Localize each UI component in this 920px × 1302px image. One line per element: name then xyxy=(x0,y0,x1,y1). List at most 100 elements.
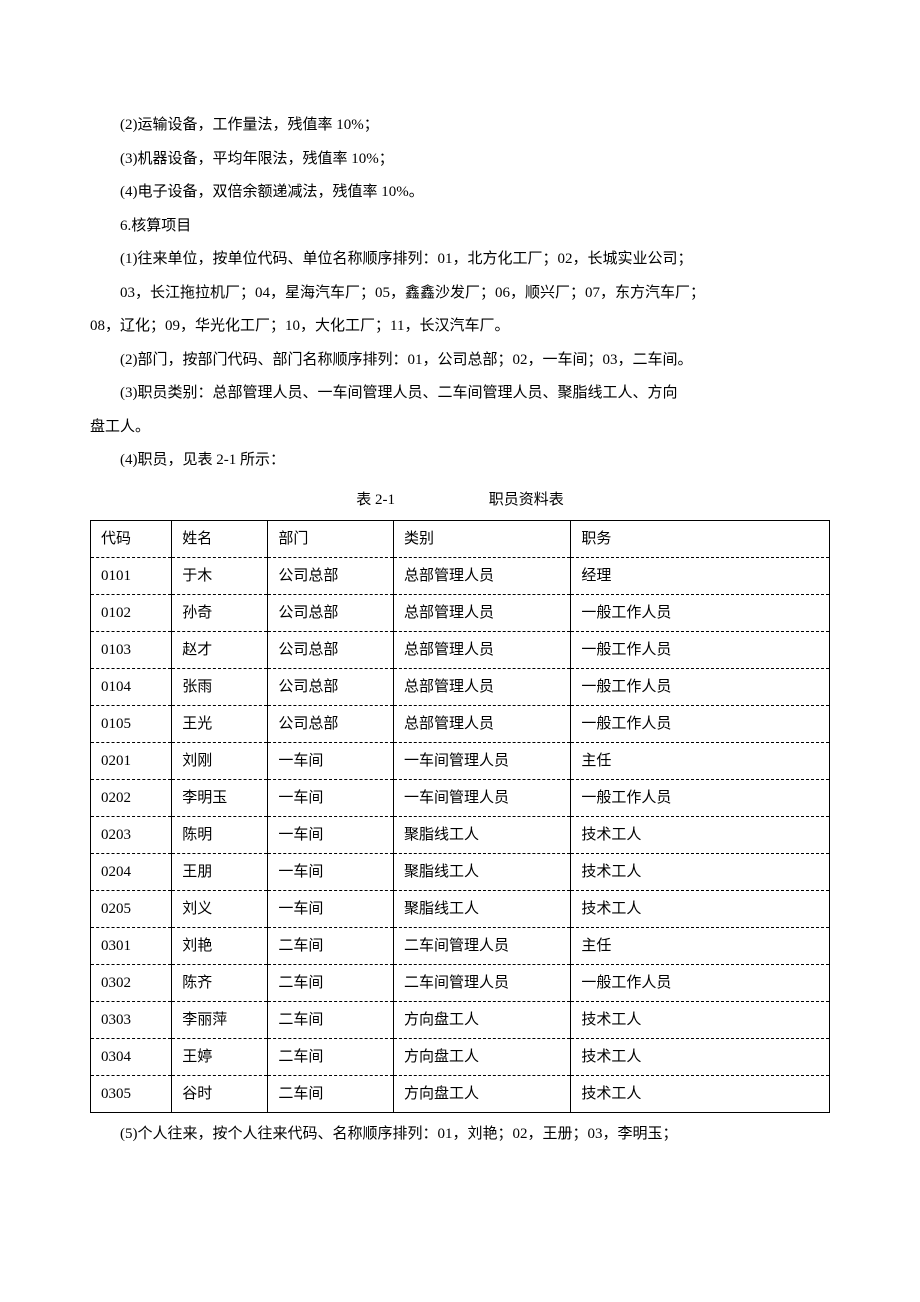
table-cell: 王朋 xyxy=(172,854,268,891)
table-cell: 0204 xyxy=(91,854,172,891)
table-row: 0105王光公司总部总部管理人员一般工作人员 xyxy=(91,706,830,743)
table-cell: 方向盘工人 xyxy=(393,1076,570,1113)
table-cell: 公司总部 xyxy=(268,706,394,743)
table-row: 0103赵才公司总部总部管理人员一般工作人员 xyxy=(91,632,830,669)
table-row: 0203陈明一车间聚脂线工人技术工人 xyxy=(91,817,830,854)
table-cell: 公司总部 xyxy=(268,595,394,632)
table-cell: 一般工作人员 xyxy=(571,595,830,632)
table-cell: 刘刚 xyxy=(172,743,268,780)
table-cell: 王光 xyxy=(172,706,268,743)
table-cell: 李丽萍 xyxy=(172,1002,268,1039)
body-line-4: (4)电子设备，双倍余额递减法，残值率 10%。 xyxy=(90,177,830,209)
table-row: 0305谷时二车间方向盘工人技术工人 xyxy=(91,1076,830,1113)
table-cell: 二车间 xyxy=(268,1002,394,1039)
table-cell: 0202 xyxy=(91,780,172,817)
table-row: 0205刘义一车间聚脂线工人技术工人 xyxy=(91,891,830,928)
table-row: 0201刘刚一车间一车间管理人员主任 xyxy=(91,743,830,780)
table-cell: 一车间 xyxy=(268,817,394,854)
table-cell: 0103 xyxy=(91,632,172,669)
table-caption: 表 2-1 职员资料表 xyxy=(90,485,830,517)
table-row: 0302陈齐二车间二车间管理人员一般工作人员 xyxy=(91,965,830,1002)
body-line-3: (3)机器设备，平均年限法，残值率 10%； xyxy=(90,144,830,176)
table-cell: 总部管理人员 xyxy=(393,558,570,595)
table-cell: 于木 xyxy=(172,558,268,595)
body-line-5: (1)往来单位，按单位代码、单位名称顺序排列：01，北方化工厂；02，长城实业公… xyxy=(90,244,830,276)
body-line-11: (4)职员，见表 2-1 所示： xyxy=(90,445,830,477)
table-cell: 主任 xyxy=(571,743,830,780)
body-line-heading-6: 6.核算项目 xyxy=(90,211,830,243)
table-cell: 总部管理人员 xyxy=(393,669,570,706)
table-cell: 技术工人 xyxy=(571,1076,830,1113)
table-cell: 总部管理人员 xyxy=(393,706,570,743)
table-cell: 0305 xyxy=(91,1076,172,1113)
table-cell: 一车间 xyxy=(268,743,394,780)
table-row: 0101于木公司总部总部管理人员经理 xyxy=(91,558,830,595)
table-cell: 王婷 xyxy=(172,1039,268,1076)
table-cell: 技术工人 xyxy=(571,817,830,854)
table-cell: 一般工作人员 xyxy=(571,965,830,1002)
table-cell: 一车间 xyxy=(268,854,394,891)
body-line-9: (3)职员类别：总部管理人员、一车间管理人员、二车间管理人员、聚脂线工人、方向 xyxy=(90,378,830,410)
table-cell: 一车间 xyxy=(268,780,394,817)
table-cell: 方向盘工人 xyxy=(393,1002,570,1039)
table-cell: 0201 xyxy=(91,743,172,780)
table-cell: 李明玉 xyxy=(172,780,268,817)
body-line-12: (5)个人往来，按个人往来代码、名称顺序排列：01，刘艳；02，王册；03，李明… xyxy=(90,1119,830,1151)
table-cell: 张雨 xyxy=(172,669,268,706)
table-cell: 公司总部 xyxy=(268,558,394,595)
table-cell: 0104 xyxy=(91,669,172,706)
table-cell: 0303 xyxy=(91,1002,172,1039)
table-cell: 0304 xyxy=(91,1039,172,1076)
table-cell: 二车间 xyxy=(268,1039,394,1076)
table-cell: 0302 xyxy=(91,965,172,1002)
table-cell: 谷时 xyxy=(172,1076,268,1113)
table-cell: 陈齐 xyxy=(172,965,268,1002)
table-cell: 0102 xyxy=(91,595,172,632)
table-cell: 一般工作人员 xyxy=(571,669,830,706)
table-row: 0204王朋一车间聚脂线工人技术工人 xyxy=(91,854,830,891)
body-line-8: (2)部门，按部门代码、部门名称顺序排列：01，公司总部；02，一车间；03，二… xyxy=(90,345,830,377)
table-header-cell: 代码 xyxy=(91,521,172,558)
table-cell: 刘艳 xyxy=(172,928,268,965)
table-header-cell: 职务 xyxy=(571,521,830,558)
table-cell: 二车间 xyxy=(268,928,394,965)
table-cell: 0301 xyxy=(91,928,172,965)
table-cell: 方向盘工人 xyxy=(393,1039,570,1076)
table-row: 0104张雨公司总部总部管理人员一般工作人员 xyxy=(91,669,830,706)
table-cell: 技术工人 xyxy=(571,1039,830,1076)
table-cell: 一般工作人员 xyxy=(571,632,830,669)
table-cell: 聚脂线工人 xyxy=(393,817,570,854)
table-cell: 总部管理人员 xyxy=(393,632,570,669)
table-row: 0301刘艳二车间二车间管理人员主任 xyxy=(91,928,830,965)
table-header-cell: 类别 xyxy=(393,521,570,558)
table-cell: 公司总部 xyxy=(268,632,394,669)
table-cell: 聚脂线工人 xyxy=(393,854,570,891)
table-cell: 0203 xyxy=(91,817,172,854)
table-cell: 二车间管理人员 xyxy=(393,928,570,965)
table-cell: 一般工作人员 xyxy=(571,780,830,817)
body-line-2: (2)运输设备，工作量法，残值率 10%； xyxy=(90,110,830,142)
table-number-label: 表 2-1 xyxy=(356,485,395,517)
table-cell: 一车间管理人员 xyxy=(393,743,570,780)
table-cell: 0205 xyxy=(91,891,172,928)
table-row: 0303李丽萍二车间方向盘工人技术工人 xyxy=(91,1002,830,1039)
employee-table: 代码姓名部门类别职务0101于木公司总部总部管理人员经理0102孙奇公司总部总部… xyxy=(90,520,830,1113)
table-cell: 赵才 xyxy=(172,632,268,669)
table-row: 0202李明玉一车间一车间管理人员一般工作人员 xyxy=(91,780,830,817)
table-cell: 一般工作人员 xyxy=(571,706,830,743)
table-cell: 聚脂线工人 xyxy=(393,891,570,928)
table-cell: 主任 xyxy=(571,928,830,965)
body-line-10: 盘工人。 xyxy=(90,412,830,444)
body-line-7: 08，辽化；09，华光化工厂；10，大化工厂；11，长汉汽车厂。 xyxy=(90,311,830,343)
table-cell: 技术工人 xyxy=(571,854,830,891)
table-cell: 技术工人 xyxy=(571,891,830,928)
table-row: 0304王婷二车间方向盘工人技术工人 xyxy=(91,1039,830,1076)
table-cell: 陈明 xyxy=(172,817,268,854)
table-cell: 0105 xyxy=(91,706,172,743)
table-cell: 公司总部 xyxy=(268,669,394,706)
table-header-cell: 部门 xyxy=(268,521,394,558)
table-cell: 一车间管理人员 xyxy=(393,780,570,817)
table-cell: 二车间管理人员 xyxy=(393,965,570,1002)
table-cell: 二车间 xyxy=(268,965,394,1002)
table-title: 职员资料表 xyxy=(489,492,564,508)
